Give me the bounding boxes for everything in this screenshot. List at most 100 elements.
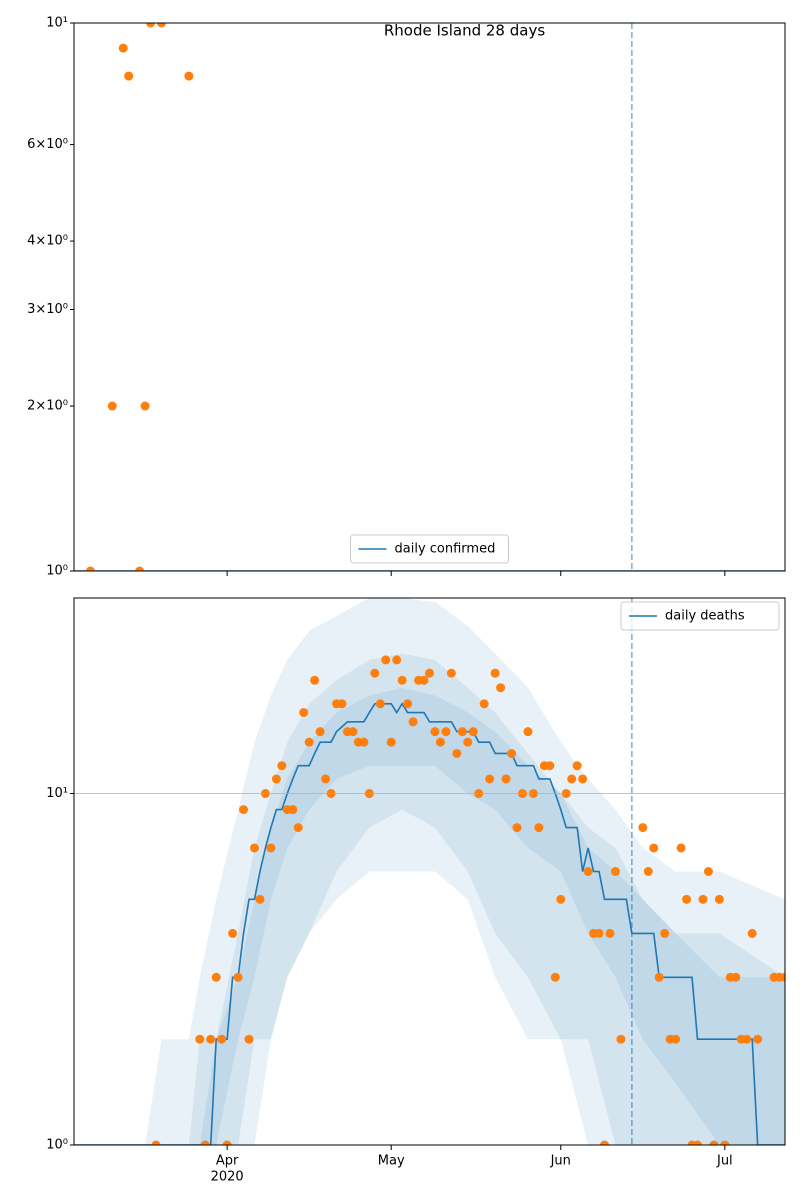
y-tick-label: 6×10⁰ bbox=[27, 137, 68, 152]
point bbox=[348, 727, 358, 737]
band bbox=[145, 598, 785, 1145]
point bbox=[643, 867, 653, 876]
point bbox=[780, 972, 785, 982]
point bbox=[386, 737, 396, 747]
point bbox=[397, 675, 407, 685]
point bbox=[485, 774, 495, 784]
point bbox=[441, 727, 451, 737]
point bbox=[244, 1034, 254, 1044]
point bbox=[610, 867, 620, 876]
point bbox=[654, 972, 664, 982]
point bbox=[692, 1140, 702, 1145]
point bbox=[753, 1034, 763, 1044]
x-year-label: 2020 bbox=[211, 1170, 244, 1185]
y-tick-label: 3×10⁰ bbox=[27, 302, 68, 317]
x-tick-label: Jul bbox=[716, 1154, 733, 1169]
legend-box bbox=[350, 534, 509, 564]
point bbox=[583, 867, 593, 876]
point bbox=[703, 867, 713, 876]
point bbox=[271, 774, 281, 784]
band bbox=[145, 653, 785, 1145]
point bbox=[496, 683, 506, 693]
point bbox=[381, 655, 391, 665]
frame bbox=[73, 22, 786, 572]
plot: 10⁰ 2×10⁰ 3×10⁰ 4×10⁰ 6×10⁰ 10¹ Rhode Island 2… bbox=[27, 16, 786, 579]
point bbox=[468, 727, 478, 737]
chart-title: Rhode Island 28 days bbox=[384, 22, 545, 40]
point bbox=[638, 823, 648, 833]
point bbox=[747, 928, 757, 938]
point bbox=[452, 748, 462, 758]
y-tick-label: 4×10⁰ bbox=[27, 234, 68, 249]
legend-box bbox=[620, 601, 780, 631]
point bbox=[594, 928, 604, 938]
point bbox=[682, 894, 692, 904]
point bbox=[288, 805, 298, 815]
point bbox=[425, 668, 434, 678]
point bbox=[255, 894, 265, 904]
point bbox=[293, 823, 303, 833]
y-tick-label: 10⁰ bbox=[46, 564, 68, 579]
point bbox=[430, 727, 440, 737]
point bbox=[233, 972, 243, 982]
y-tick-label: 10⁰ bbox=[46, 1138, 68, 1153]
point bbox=[550, 972, 560, 982]
x-tick-label: May bbox=[378, 1154, 405, 1169]
point bbox=[85, 566, 95, 571]
point bbox=[249, 843, 259, 853]
point bbox=[217, 1034, 227, 1044]
point bbox=[698, 894, 708, 904]
point bbox=[392, 655, 402, 665]
point bbox=[457, 727, 467, 737]
point bbox=[490, 668, 500, 678]
point bbox=[660, 928, 670, 938]
x-tick-label: Apr bbox=[216, 1154, 239, 1169]
line bbox=[74, 702, 785, 1145]
point bbox=[321, 774, 331, 784]
point bbox=[545, 761, 555, 771]
y-tick-label: 10¹ bbox=[46, 786, 68, 801]
point bbox=[211, 972, 221, 982]
point bbox=[151, 1140, 161, 1145]
point bbox=[118, 43, 128, 53]
point bbox=[446, 668, 456, 678]
point bbox=[206, 1034, 216, 1044]
point bbox=[222, 1140, 232, 1145]
point bbox=[107, 401, 117, 411]
point bbox=[370, 668, 380, 678]
point bbox=[337, 699, 347, 709]
point bbox=[184, 71, 194, 81]
point bbox=[512, 823, 522, 833]
point bbox=[649, 843, 659, 853]
point bbox=[507, 748, 517, 758]
point bbox=[239, 805, 249, 815]
point bbox=[616, 1034, 626, 1044]
point bbox=[567, 774, 577, 784]
point bbox=[146, 23, 156, 28]
point bbox=[556, 894, 566, 904]
y-tick-label: 2×10⁰ bbox=[27, 399, 68, 414]
point bbox=[157, 23, 167, 28]
point bbox=[714, 894, 724, 904]
y-tick-label: 10¹ bbox=[46, 16, 68, 31]
point bbox=[709, 1140, 719, 1145]
point bbox=[228, 928, 238, 938]
point bbox=[135, 566, 145, 571]
point bbox=[277, 761, 287, 771]
point bbox=[501, 774, 511, 784]
point bbox=[572, 761, 582, 771]
point bbox=[408, 717, 418, 727]
point bbox=[742, 1034, 752, 1044]
point bbox=[523, 727, 533, 737]
point bbox=[124, 71, 134, 81]
point bbox=[534, 823, 544, 833]
point bbox=[359, 737, 369, 747]
plot-area bbox=[74, 23, 785, 571]
point bbox=[463, 737, 473, 747]
legend-label: daily deaths bbox=[665, 609, 745, 624]
point bbox=[195, 1034, 205, 1044]
point bbox=[140, 401, 150, 411]
point bbox=[435, 737, 445, 747]
